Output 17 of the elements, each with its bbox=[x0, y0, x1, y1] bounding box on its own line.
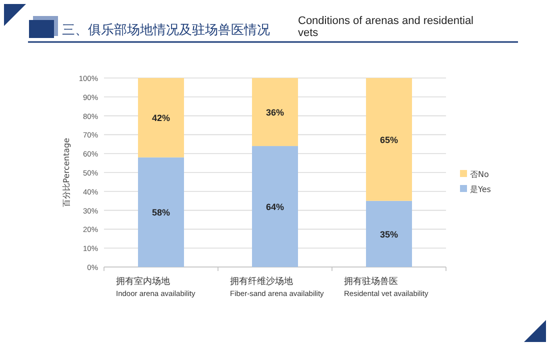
bar bbox=[366, 78, 412, 201]
chart-title: 三、俱乐部场地情况及驻场兽医情况 bbox=[62, 22, 270, 39]
chart-subtitle: Conditions of arenas and residential vets bbox=[298, 15, 475, 39]
bar bbox=[138, 157, 184, 267]
bar bbox=[138, 78, 184, 158]
data-label: 42% bbox=[152, 113, 170, 124]
legend-label: 否No bbox=[470, 170, 489, 179]
data-label: 65% bbox=[380, 134, 398, 145]
data-label: 35% bbox=[380, 229, 398, 240]
data-label: 36% bbox=[266, 108, 284, 118]
y-axis-title: 百分比Percentage bbox=[62, 138, 71, 208]
legend-label: 是Yes bbox=[470, 185, 491, 194]
data-label: 58% bbox=[152, 208, 170, 218]
bar bbox=[366, 200, 412, 267]
data-label: 64% bbox=[266, 202, 284, 212]
bar bbox=[252, 78, 298, 146]
bar bbox=[252, 146, 298, 267]
